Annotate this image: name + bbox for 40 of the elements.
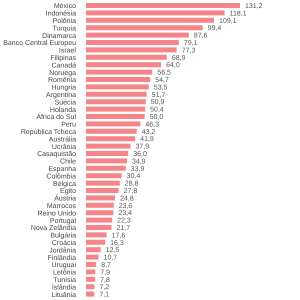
bar xyxy=(86,276,96,282)
bar xyxy=(86,151,128,156)
bar xyxy=(86,84,149,90)
bar xyxy=(86,269,96,274)
bar xyxy=(86,218,112,223)
bar xyxy=(86,92,147,97)
bar xyxy=(86,128,137,134)
bar xyxy=(86,32,189,38)
bar xyxy=(86,144,130,149)
bar xyxy=(86,195,116,200)
bar xyxy=(86,284,94,290)
bar xyxy=(86,202,114,208)
bar xyxy=(86,25,203,30)
bar xyxy=(86,70,152,75)
bar xyxy=(86,114,145,119)
bar xyxy=(86,210,114,216)
bar xyxy=(86,173,122,178)
bar xyxy=(86,99,146,104)
bar xyxy=(86,262,96,267)
bar xyxy=(86,292,94,297)
bar xyxy=(86,121,140,126)
bar xyxy=(86,47,177,52)
bar xyxy=(86,62,162,68)
bar xyxy=(86,254,99,260)
bar xyxy=(86,232,107,238)
bar xyxy=(86,3,240,8)
bar xyxy=(86,166,126,171)
bar xyxy=(86,18,214,23)
bar xyxy=(86,188,119,193)
bar xyxy=(86,136,136,142)
bar xyxy=(86,54,167,60)
bar xyxy=(86,77,150,82)
bar xyxy=(86,106,146,112)
bar xyxy=(86,180,120,186)
bar xyxy=(86,10,225,16)
bar xyxy=(86,225,112,230)
bar xyxy=(86,247,101,252)
bar xyxy=(86,40,179,45)
bar xyxy=(86,240,106,245)
bar xyxy=(86,158,127,164)
